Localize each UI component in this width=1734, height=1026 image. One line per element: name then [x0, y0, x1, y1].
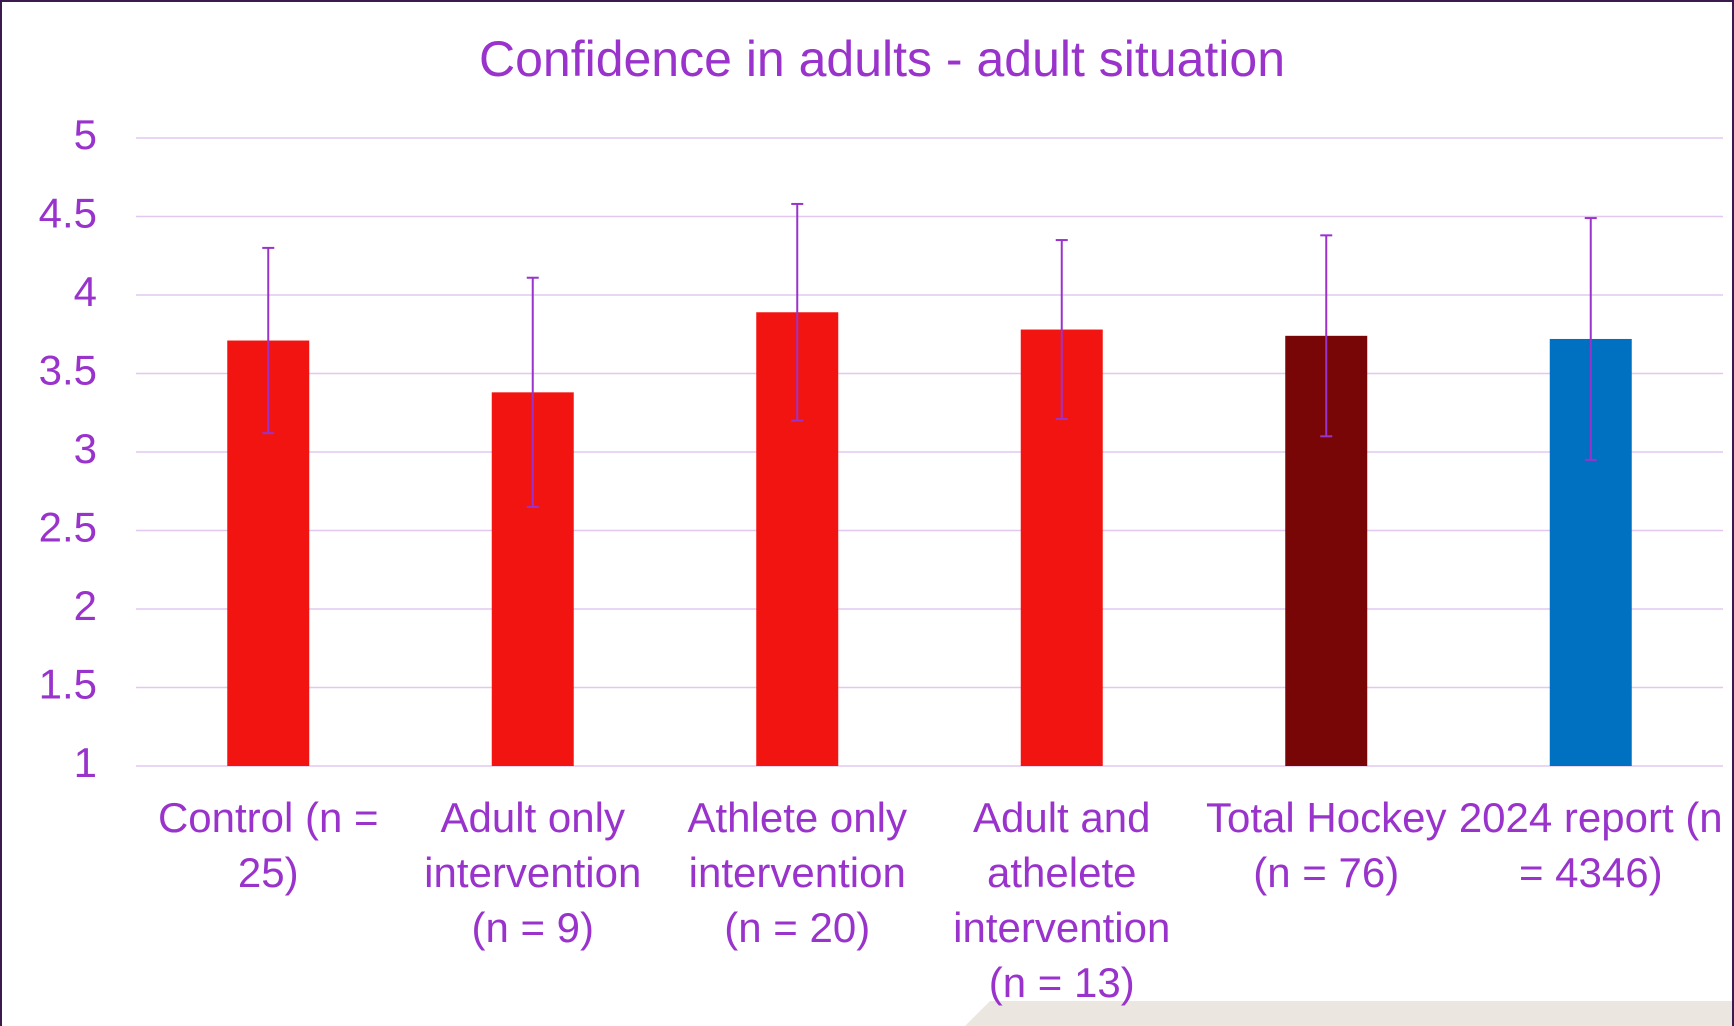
decoration	[965, 1001, 1734, 1026]
x-tick-label: Adult only intervention (n = 9)	[424, 794, 642, 951]
x-tick-label: Total Hockey (n = 76)	[1206, 794, 1447, 896]
y-tick-label: 3.5	[39, 347, 97, 394]
chart-title: Confidence in adults - adult situation	[479, 31, 1285, 87]
y-tick-label: 2.5	[39, 504, 97, 551]
error-bar	[1055, 239, 1068, 421]
y-tick-label: 5	[74, 111, 97, 158]
x-tick-label: Athlete only intervention (n = 20)	[687, 794, 907, 951]
error-bar	[791, 202, 804, 422]
y-tick-label: 2	[74, 582, 97, 629]
y-tick-label: 4.5	[39, 190, 97, 237]
y-tick-label: 1.5	[39, 661, 97, 708]
x-tick-label: Control (n = 25)	[157, 794, 379, 896]
y-tick-label: 3	[74, 425, 97, 472]
error-bar	[1320, 234, 1333, 438]
y-tick-label: 4	[74, 268, 97, 315]
error-bar	[526, 276, 539, 508]
x-tick-label: Adult and athelete intervention (n = 13)	[953, 794, 1171, 1006]
x-tick-label: 2024 report (n = 4346)	[1458, 794, 1723, 896]
error-bar	[262, 246, 275, 435]
error-bar	[1584, 217, 1597, 461]
y-tick-label: 1	[74, 739, 97, 786]
